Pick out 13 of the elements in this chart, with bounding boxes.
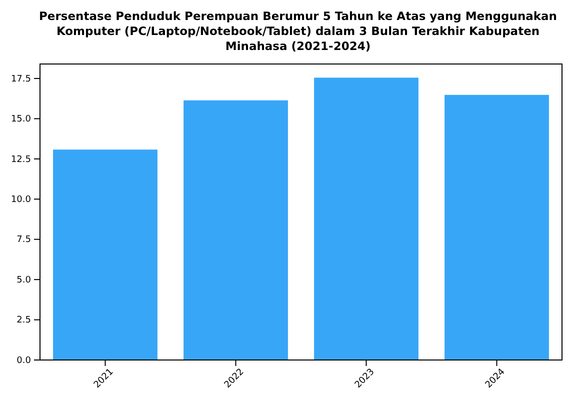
- y-tick-label: 7.5: [16, 235, 31, 246]
- y-tick-label: 15.0: [10, 114, 32, 125]
- y-tick-label: 0.0: [16, 356, 32, 366]
- chart-title: Persentase Penduduk Perempuan Berumur 5 Tahun ke Atas yang Menggunakan Komputer (PC/Laptop/Notebook/Tablet) dalam 3 Bulan Terakhir Kabupaten Minahasa (2021-2024): [38, 9, 558, 53]
- y-tick-label: 12.5: [10, 154, 31, 165]
- bar: [444, 94, 549, 360]
- y-tick-label: 5.0: [16, 275, 32, 286]
- y-tick-label: 10.0: [10, 195, 32, 206]
- y-tick-label: 2.5: [16, 316, 31, 326]
- bar: [53, 150, 158, 360]
- bar: [184, 100, 288, 360]
- y-tick-label: 17.5: [10, 74, 31, 84]
- bar: [314, 78, 418, 360]
